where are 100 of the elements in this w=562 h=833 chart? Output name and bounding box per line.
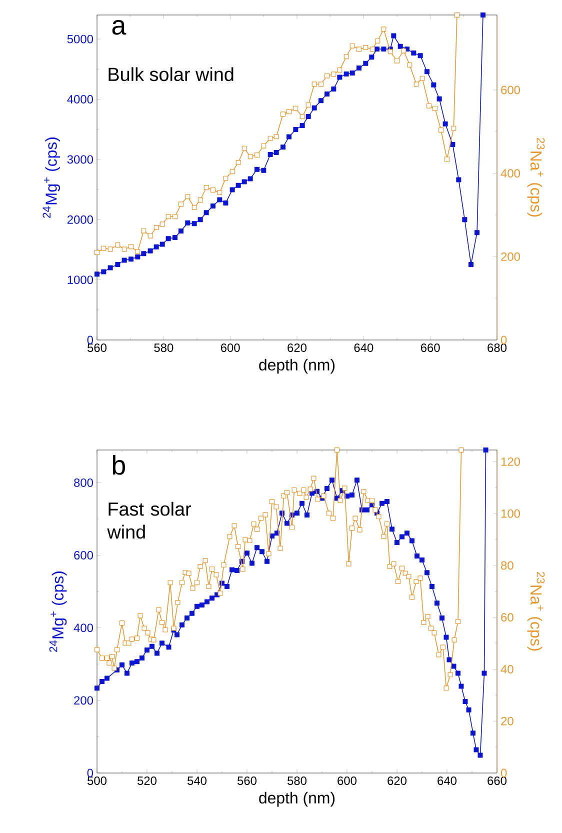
x-tick-label: 560: [238, 776, 257, 785]
point: [337, 67, 342, 72]
point: [154, 224, 159, 230]
point: [356, 46, 362, 52]
point: [217, 190, 222, 195]
x-tick-label: 660: [488, 776, 507, 785]
point: [198, 197, 203, 202]
x-tick-label: 500: [88, 776, 107, 785]
point: [324, 73, 330, 78]
point: [261, 143, 266, 148]
chart-title: b: [112, 455, 126, 475]
point: [426, 103, 432, 108]
y-tick-label: 5000: [67, 34, 94, 44]
x-axis-title: depth (nm): [259, 358, 335, 374]
x-tick-label: 600: [220, 344, 240, 352]
point: [166, 214, 171, 220]
point: [438, 127, 444, 132]
y2-tick-label: 100: [501, 509, 520, 518]
point: [192, 204, 197, 210]
point: [280, 112, 286, 117]
point: [236, 160, 241, 165]
y2-tick-label: 40: [500, 664, 514, 674]
point: [306, 102, 311, 108]
y2-tick-label: 20: [501, 716, 514, 726]
point: [293, 106, 298, 111]
point: [94, 250, 100, 255]
x-tick-label: 600: [338, 776, 357, 785]
x-tick-label: 680: [488, 344, 507, 352]
point: [230, 169, 235, 174]
x-tick-label: 520: [138, 776, 157, 785]
y2-tick-label: 600: [501, 86, 520, 94]
point: [370, 46, 375, 52]
point: [172, 214, 178, 220]
annotation: Bulk solar wind: [108, 67, 234, 82]
point: [223, 176, 228, 181]
y-tick-label: 1000: [68, 276, 94, 284]
point: [388, 49, 393, 54]
y2-tick-label: 400: [500, 169, 520, 178]
y-tick-label: 400: [74, 624, 94, 632]
point: [204, 184, 209, 190]
point: [401, 48, 406, 54]
point: [141, 228, 146, 234]
point: [115, 242, 120, 248]
point: [286, 109, 292, 114]
y2-tick-label: 80: [501, 561, 514, 570]
point: [312, 82, 317, 87]
y-tick-label: 0: [87, 336, 94, 344]
point: [254, 152, 260, 158]
point: [444, 156, 450, 162]
y2-tick-label: 200: [501, 252, 520, 261]
point: [135, 249, 140, 254]
point: [185, 194, 190, 200]
point: [248, 154, 253, 160]
point: [375, 38, 380, 44]
point: [420, 76, 425, 81]
chart-title: a: [112, 20, 126, 35]
point: [414, 82, 419, 87]
y-tick-label: 4000: [67, 95, 94, 104]
point: [160, 222, 165, 227]
y-axis-title: $^{24}$Mg$^{+}$ (cps): [42, 138, 60, 218]
y-tick-label: 200: [74, 696, 94, 705]
x-tick-label: 580: [154, 344, 174, 352]
point: [318, 82, 324, 87]
annotation: Fast solar wind: [107, 502, 192, 539]
y-tick-label: 0: [87, 768, 94, 778]
y-tick-label: 600: [74, 551, 94, 560]
point: [128, 244, 134, 250]
point: [108, 246, 113, 252]
point: [350, 43, 355, 48]
point: [300, 114, 305, 120]
point: [454, 12, 460, 18]
y-tick-label: 800: [74, 478, 94, 487]
y2-axis-title: $^{23}$Na$^{+}$ (cps): [527, 572, 545, 651]
y2-tick-label: 0: [500, 336, 507, 344]
x-tick-label: 620: [388, 776, 407, 785]
point: [432, 106, 438, 111]
point: [178, 202, 184, 207]
point: [242, 146, 247, 151]
point: [101, 246, 106, 251]
x-tick-label: 640: [354, 344, 374, 352]
point: [407, 62, 412, 68]
point: [363, 44, 368, 50]
point: [274, 134, 279, 140]
point: [381, 26, 386, 32]
x-tick-label: 660: [420, 344, 440, 352]
y2-tick-label: 60: [501, 613, 514, 622]
point: [268, 136, 273, 141]
y-axis-title: $^{24}$Mg$^{+}$ (cps): [49, 572, 67, 652]
x-tick-label: 620: [288, 344, 307, 352]
x-tick-label: 580: [288, 776, 307, 785]
point: [344, 54, 349, 60]
y2-tick-label: 0: [500, 768, 507, 778]
x-tick-label: 640: [438, 776, 457, 785]
point: [148, 233, 153, 238]
y2-tick-label: 120: [501, 457, 520, 466]
point: [394, 58, 400, 64]
x-tick-label: 560: [88, 344, 107, 352]
y2-axis-title: $^{23}$Na$^{+}$ (cps): [527, 138, 545, 217]
point: [210, 187, 216, 192]
x-axis-title: depth (nm): [259, 792, 335, 807]
